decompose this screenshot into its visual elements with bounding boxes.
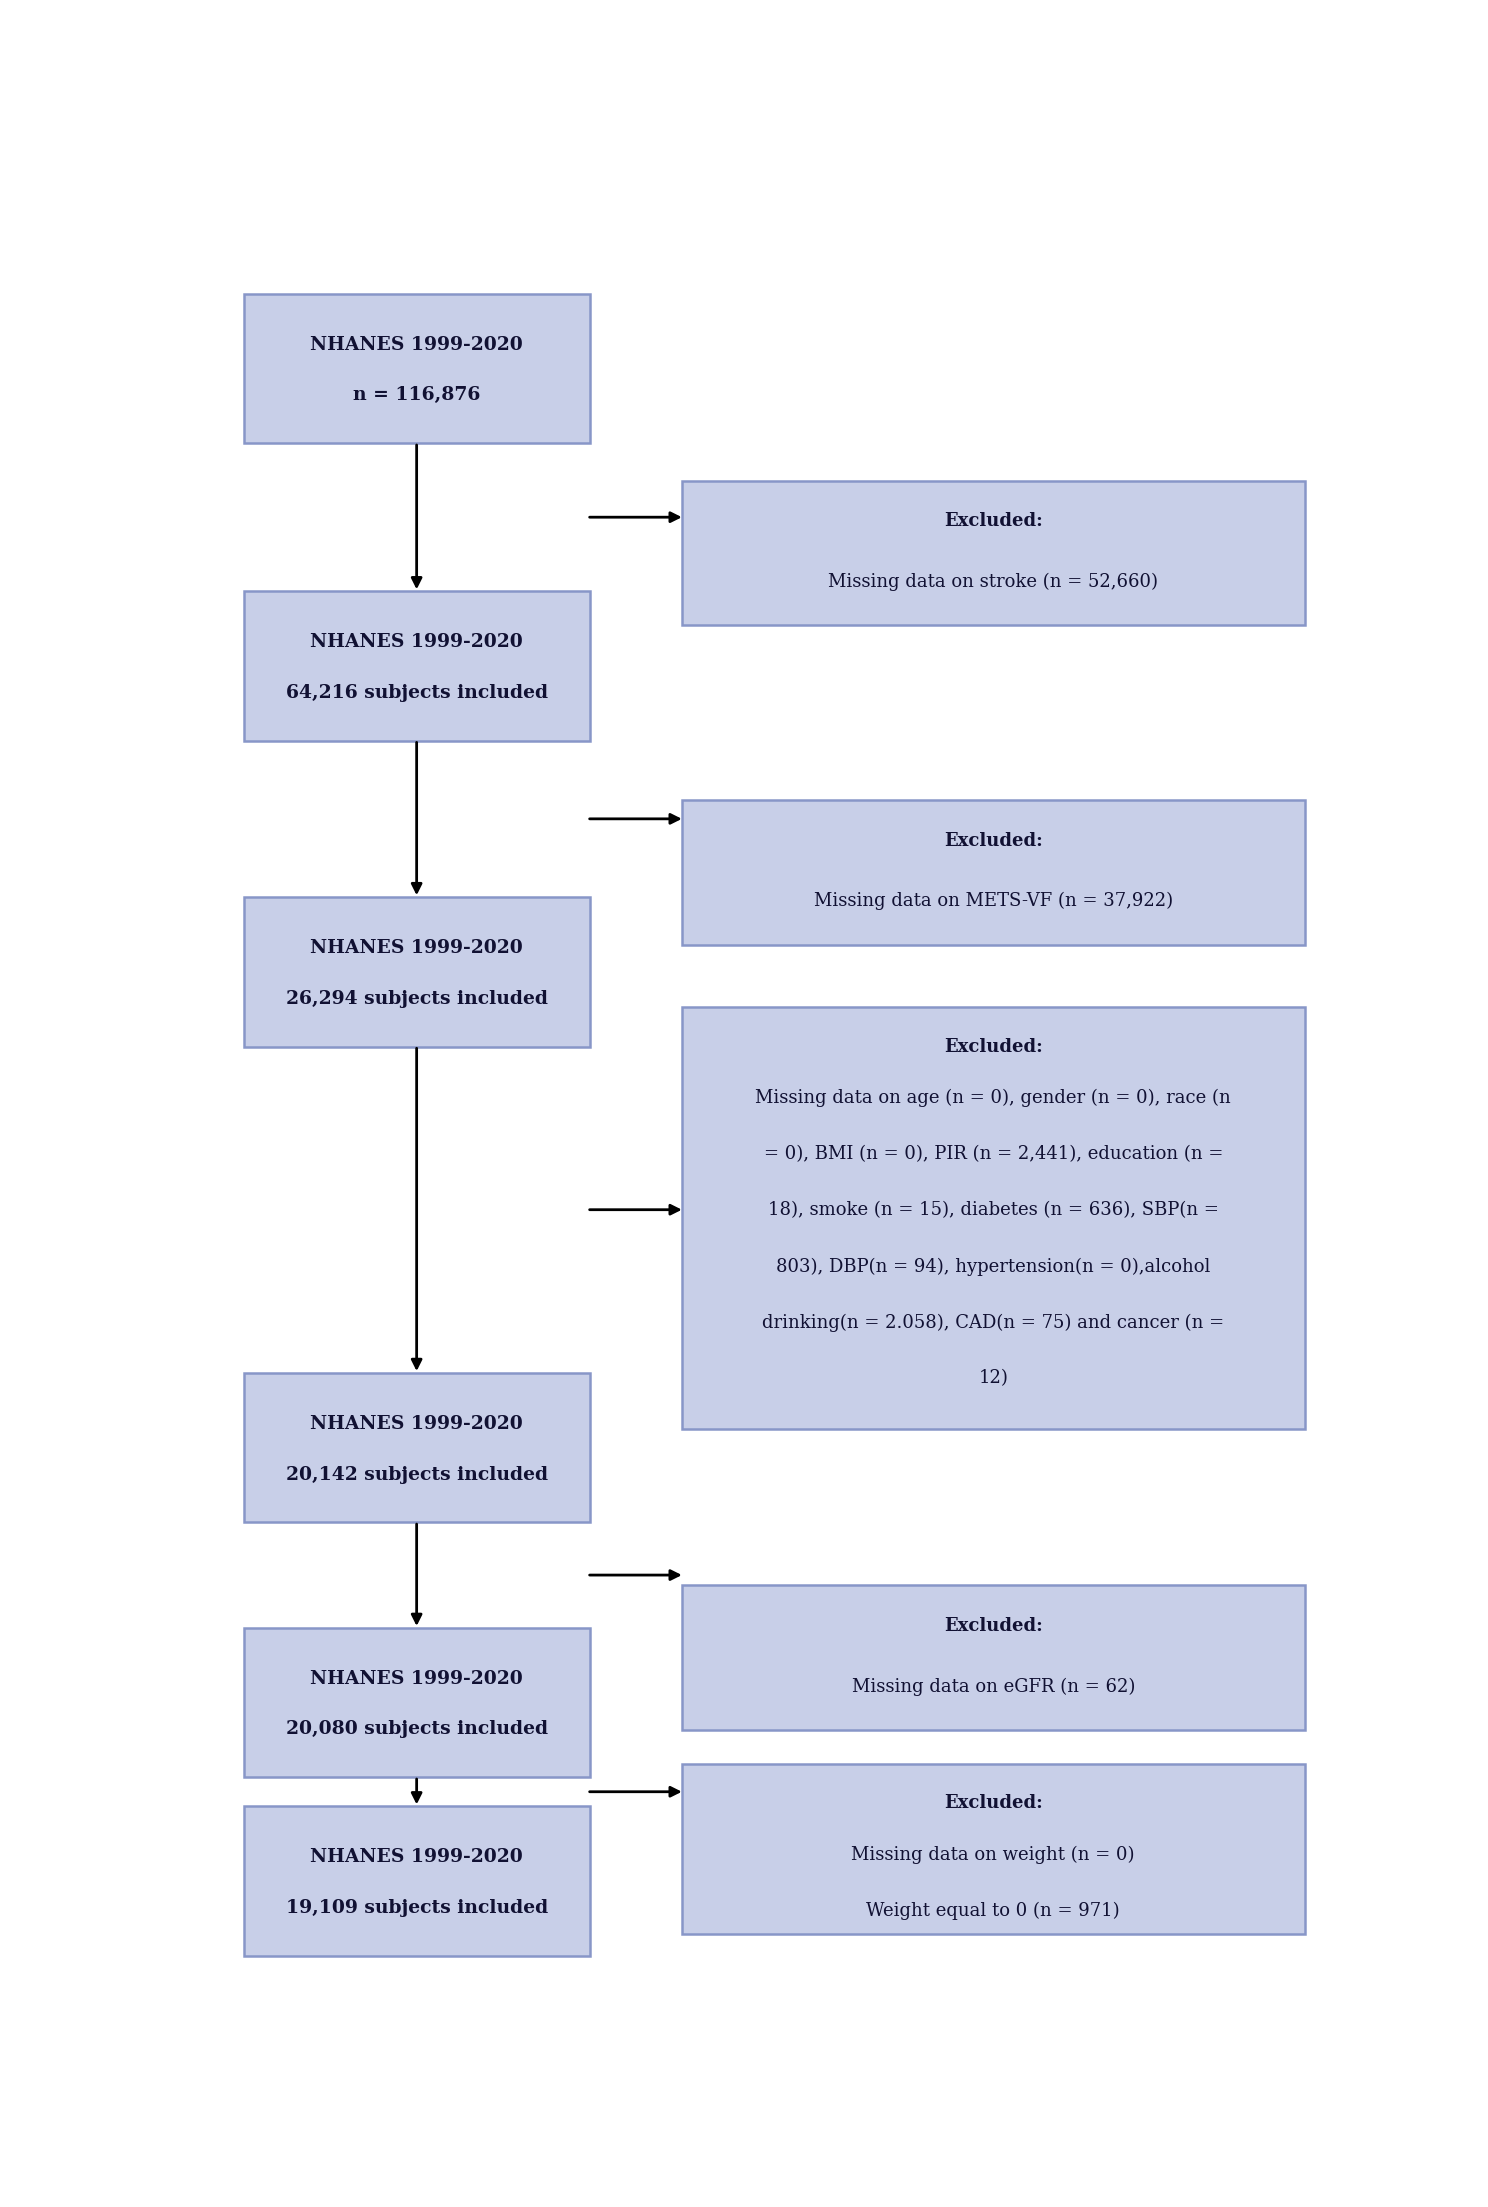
- FancyBboxPatch shape: [244, 1373, 589, 1523]
- Text: 20,142 subjects included: 20,142 subjects included: [286, 1465, 548, 1483]
- FancyBboxPatch shape: [244, 896, 589, 1046]
- FancyBboxPatch shape: [244, 591, 589, 742]
- Text: Missing data on age (n = 0), gender (n = 0), race (n: Missing data on age (n = 0), gender (n =…: [756, 1088, 1231, 1108]
- Text: 12): 12): [978, 1368, 1009, 1388]
- FancyBboxPatch shape: [244, 1629, 589, 1777]
- Text: = 0), BMI (n = 0), PIR (n = 2,441), education (n =: = 0), BMI (n = 0), PIR (n = 2,441), educ…: [763, 1145, 1223, 1163]
- FancyBboxPatch shape: [682, 1585, 1305, 1730]
- Text: Missing data on eGFR (n = 62): Missing data on eGFR (n = 62): [851, 1677, 1135, 1695]
- Text: Excluded:: Excluded:: [943, 512, 1043, 530]
- FancyBboxPatch shape: [244, 294, 589, 444]
- FancyBboxPatch shape: [682, 481, 1305, 625]
- Text: 26,294 subjects included: 26,294 subjects included: [286, 989, 548, 1009]
- Text: 803), DBP(n = 94), hypertension(n = 0),alcohol: 803), DBP(n = 94), hypertension(n = 0),a…: [777, 1258, 1210, 1276]
- Text: n = 116,876: n = 116,876: [353, 386, 481, 404]
- Text: NHANES 1999-2020: NHANES 1999-2020: [311, 938, 522, 958]
- FancyBboxPatch shape: [682, 1006, 1305, 1428]
- Text: Excluded:: Excluded:: [943, 832, 1043, 850]
- Text: NHANES 1999-2020: NHANES 1999-2020: [311, 633, 522, 651]
- Text: Missing data on stroke (n = 52,660): Missing data on stroke (n = 52,660): [829, 572, 1158, 591]
- FancyBboxPatch shape: [244, 1805, 589, 1955]
- Text: Missing data on METS-VF (n = 37,922): Missing data on METS-VF (n = 37,922): [814, 892, 1173, 909]
- Text: Excluded:: Excluded:: [943, 1618, 1043, 1635]
- Text: NHANES 1999-2020: NHANES 1999-2020: [311, 1671, 522, 1688]
- FancyBboxPatch shape: [682, 1763, 1305, 1933]
- Text: NHANES 1999-2020: NHANES 1999-2020: [311, 335, 522, 353]
- Text: drinking(n = 2.058), CAD(n = 75) and cancer (n =: drinking(n = 2.058), CAD(n = 75) and can…: [762, 1313, 1225, 1331]
- Text: 20,080 subjects included: 20,080 subjects included: [286, 1721, 548, 1739]
- Text: Weight equal to 0 (n = 971): Weight equal to 0 (n = 971): [866, 1902, 1120, 1920]
- Text: 19,109 subjects included: 19,109 subjects included: [286, 1898, 548, 1918]
- Text: Excluded:: Excluded:: [943, 1037, 1043, 1057]
- Text: Excluded:: Excluded:: [943, 1794, 1043, 1812]
- Text: 64,216 subjects included: 64,216 subjects included: [286, 684, 548, 702]
- Text: 18), smoke (n = 15), diabetes (n = 636), SBP(n =: 18), smoke (n = 15), diabetes (n = 636),…: [768, 1201, 1219, 1218]
- Text: NHANES 1999-2020: NHANES 1999-2020: [311, 1847, 522, 1867]
- FancyBboxPatch shape: [682, 801, 1305, 945]
- Text: Missing data on weight (n = 0): Missing data on weight (n = 0): [851, 1845, 1135, 1863]
- Text: NHANES 1999-2020: NHANES 1999-2020: [311, 1415, 522, 1432]
